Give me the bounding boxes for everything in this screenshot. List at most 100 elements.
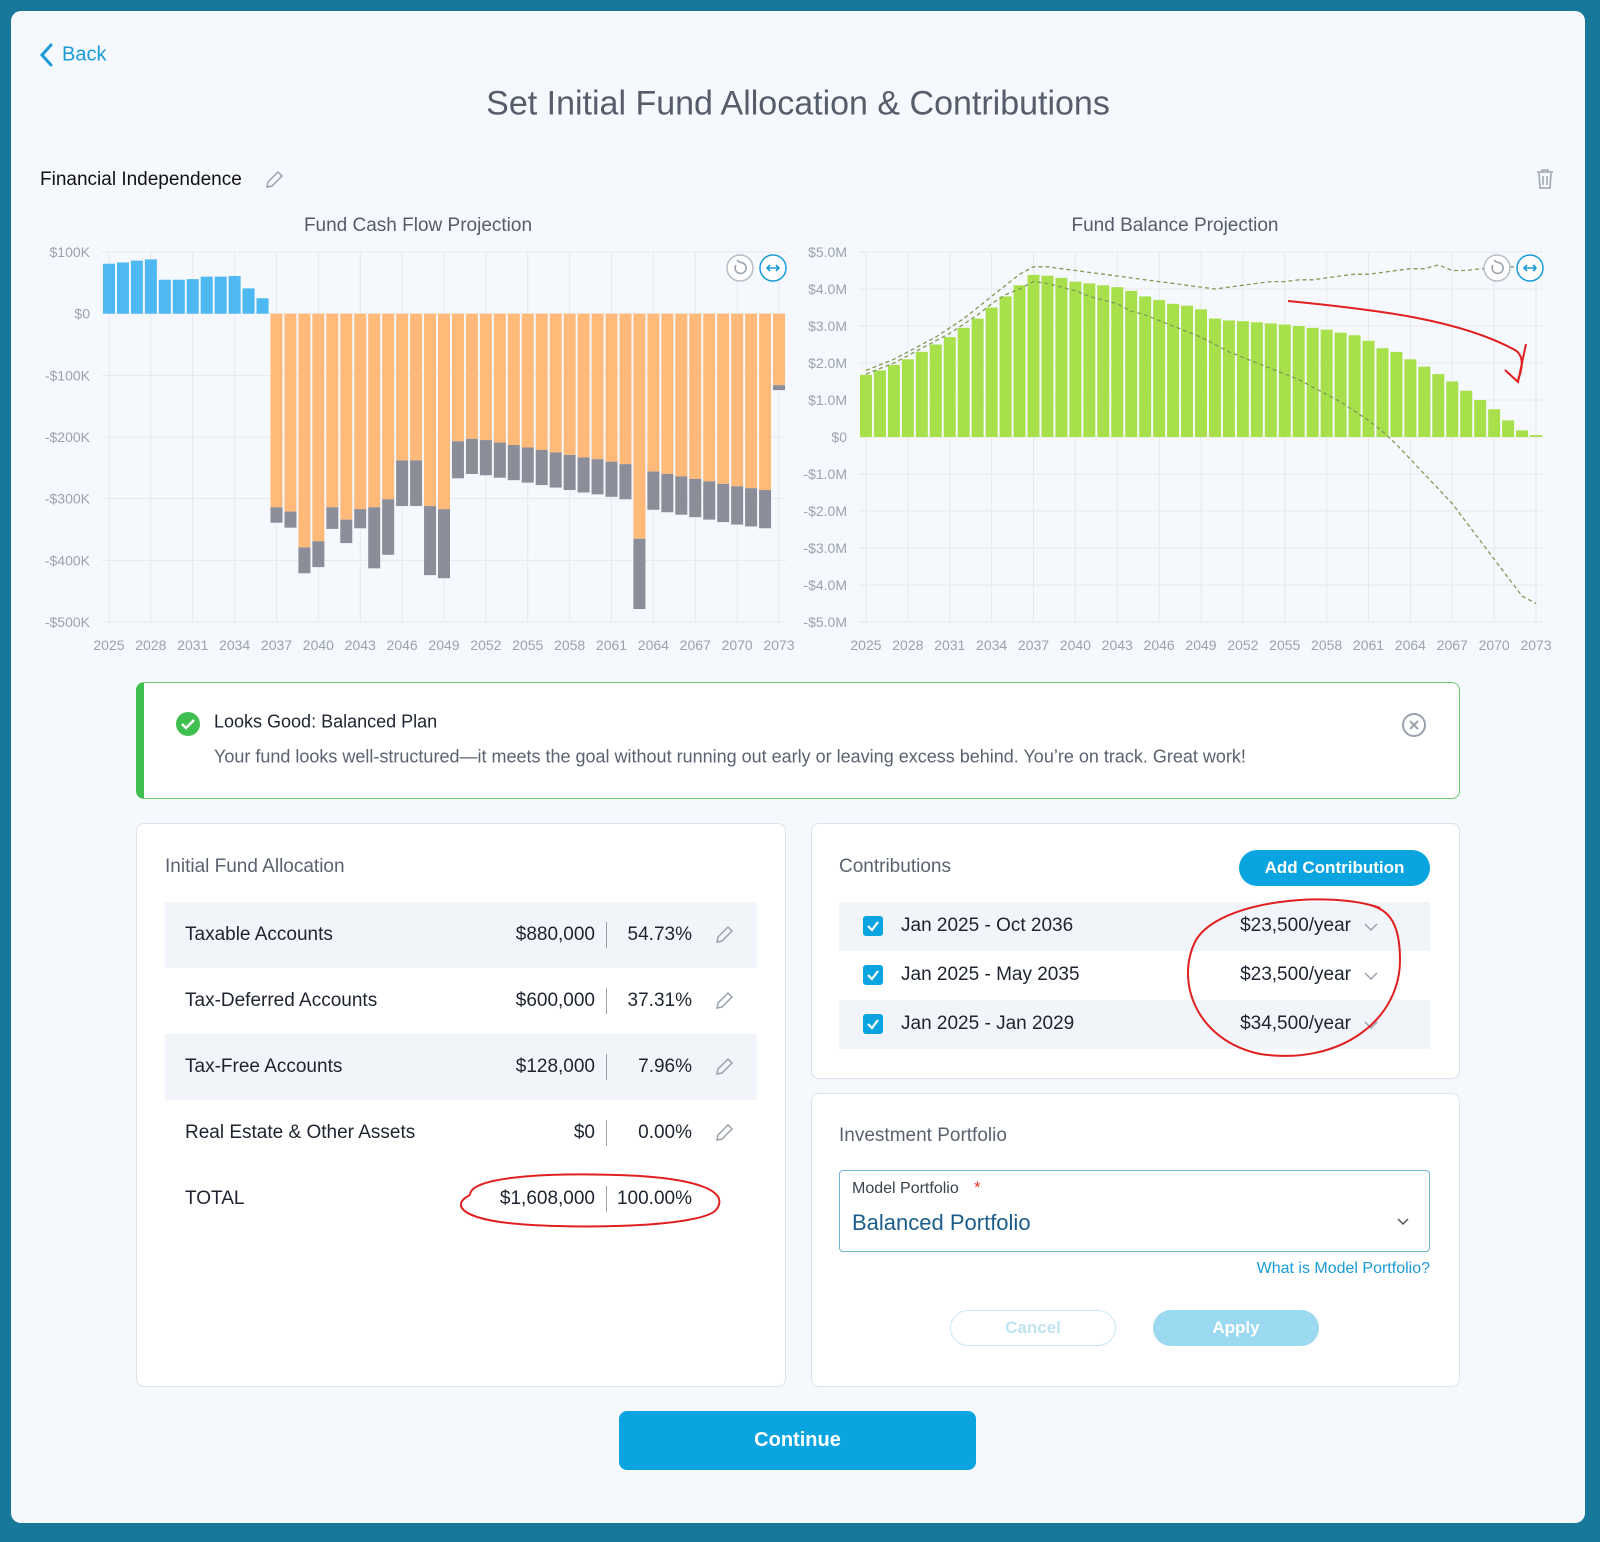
chevron-icon[interactable] [1361, 918, 1381, 938]
bar [270, 507, 283, 523]
bar [451, 313, 464, 442]
bar [1097, 285, 1110, 437]
success-icon [176, 712, 200, 736]
bar [130, 260, 143, 314]
bar [1222, 320, 1235, 437]
x-tick-label: 2049 [1185, 637, 1216, 653]
bar [214, 276, 227, 314]
continue-button[interactable]: Continue [619, 1411, 976, 1470]
chart-title: Fund Balance Projection [1071, 215, 1278, 236]
x-tick-label: 2055 [512, 637, 543, 653]
checkbox[interactable] [863, 965, 883, 985]
chart-tool-icon [1491, 259, 1504, 275]
bar [410, 460, 423, 507]
x-tick-label: 2025 [93, 637, 124, 653]
bar [451, 441, 464, 479]
y-tick-label: -$500K [45, 614, 91, 630]
x-tick-label: 2064 [1395, 637, 1426, 653]
bar [1390, 351, 1403, 437]
chart-tool[interactable] [726, 254, 754, 282]
x-tick-label: 2061 [1353, 637, 1384, 653]
checkbox[interactable] [863, 916, 883, 936]
bar [1083, 283, 1096, 437]
bar [354, 509, 367, 529]
portfolio-select[interactable] [839, 1170, 1430, 1252]
row-label: Taxable Accounts [185, 924, 333, 945]
edit-icon[interactable] [714, 1057, 734, 1077]
bar [549, 313, 562, 453]
back-icon[interactable] [38, 42, 56, 68]
chevron-icon[interactable] [1361, 1016, 1381, 1036]
alert-message: Your fund looks well-structured—it meets… [214, 746, 1246, 767]
bar [326, 507, 339, 529]
bar [689, 313, 702, 479]
bar [591, 313, 604, 460]
alert-title: Looks Good: Balanced Plan [214, 711, 438, 732]
row-background [165, 902, 757, 968]
close-icon[interactable] [1401, 712, 1427, 738]
x-tick-label: 2049 [428, 637, 459, 653]
bar [591, 459, 604, 495]
bar [424, 313, 437, 507]
row-percent: 54.73% [627, 924, 692, 945]
bar [1474, 400, 1487, 437]
x-tick-label: 2055 [1269, 637, 1300, 653]
edit-icon[interactable] [264, 170, 284, 190]
row-label: Real Estate & Other Assets [185, 1122, 416, 1143]
bar [1153, 300, 1166, 437]
chart-tool[interactable] [1483, 254, 1511, 282]
bar [619, 313, 632, 465]
x-tick-label: 2058 [1311, 637, 1342, 653]
bar [1306, 327, 1319, 437]
bar [535, 449, 548, 486]
bar [915, 351, 928, 437]
select-value: Balanced Portfolio [852, 1210, 1031, 1235]
chevron-icon[interactable] [1361, 967, 1381, 987]
bar [396, 460, 409, 507]
bar [745, 313, 758, 489]
bar [971, 318, 984, 437]
divider [606, 1120, 607, 1146]
bar [340, 519, 353, 544]
bar [773, 313, 786, 386]
row-percent: 7.96% [638, 1056, 692, 1077]
bar [563, 454, 576, 491]
help-link[interactable]: What is Model Portfolio? [1256, 1260, 1430, 1277]
bar [242, 288, 255, 314]
portfolio-title: Investment Portfolio [839, 1125, 1007, 1146]
field-label: Model Portfolio [852, 1180, 959, 1197]
bar [1139, 296, 1152, 437]
charts: Fund Cash Flow Projection 2025 2028 2031 203… [45, 215, 1552, 653]
bar [1334, 332, 1347, 437]
delete-icon[interactable] [1535, 168, 1555, 190]
checkbox[interactable] [863, 1014, 883, 1034]
x-tick-label: 2040 [1060, 637, 1091, 653]
bar [354, 313, 367, 510]
edit-icon[interactable] [714, 925, 734, 945]
bar [1278, 324, 1291, 437]
cancel-button[interactable]: Cancel [950, 1310, 1116, 1346]
bar [116, 262, 129, 314]
bar [577, 313, 590, 458]
bar [605, 461, 618, 497]
bar [1418, 366, 1431, 437]
bar [1027, 274, 1040, 437]
row-amount: $0 [573, 1122, 595, 1143]
bar [284, 313, 297, 512]
row-amount: $1,608,000 [499, 1188, 595, 1209]
edit-icon[interactable] [714, 1123, 734, 1143]
back-link[interactable]: Back [62, 43, 107, 66]
y-tick-label: $3.0M [808, 318, 847, 334]
edit-icon[interactable] [714, 991, 734, 1011]
bar [1111, 287, 1124, 437]
bar [703, 481, 716, 520]
row-amount: $128,000 [515, 1056, 595, 1077]
bar [1013, 285, 1026, 437]
add-contribution-button[interactable]: Add Contribution [1239, 850, 1430, 886]
contribution-period: Jan 2025 - Oct 2036 [901, 915, 1074, 936]
apply-button[interactable]: Apply [1153, 1310, 1319, 1346]
row-percent: 100.00% [616, 1188, 692, 1209]
bar [549, 452, 562, 488]
row-percent: 37.31% [627, 990, 692, 1011]
